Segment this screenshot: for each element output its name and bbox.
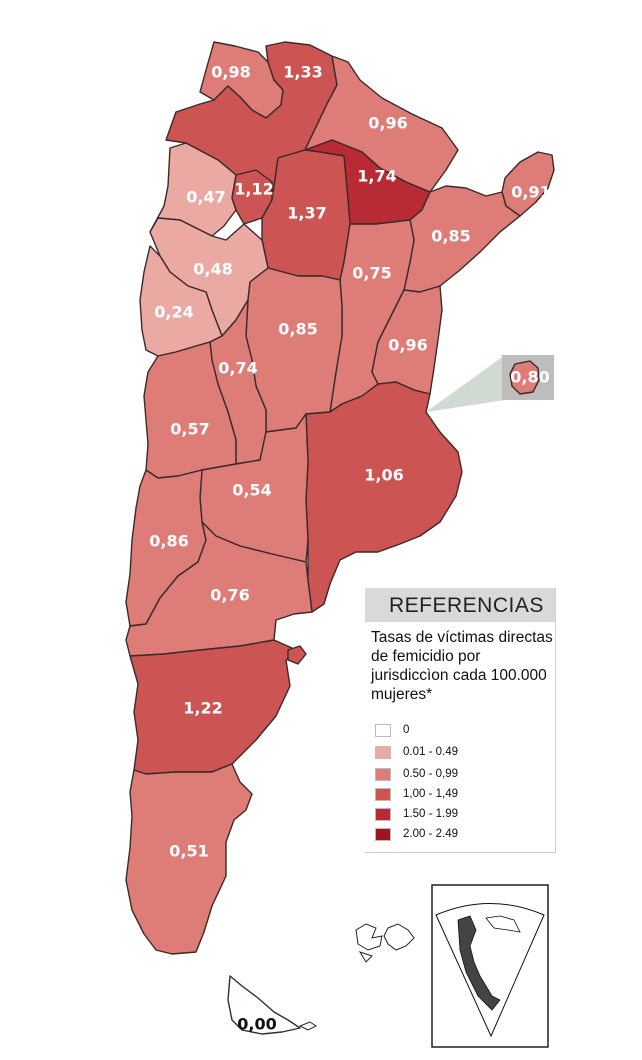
rate-label-tierra-del-fuego: 0,00 [237,1015,276,1034]
rate-label-catamarca: 0,47 [186,188,225,207]
legend-class-label: 0.01 - 0.49 [403,746,458,758]
rate-label-cordoba: 0,85 [278,320,317,339]
legend-class-2: 0.50 - 0,99 [375,766,458,782]
rate-label-chubut: 1,22 [183,699,222,718]
legend-class-label: 1,00 - 1,49 [403,788,458,800]
province-chubut-peninsula[interactable] [287,645,307,665]
legend-class-0: 0 [375,722,409,738]
province-chubut[interactable] [129,639,299,775]
legend-swatch [375,767,391,781]
rate-label-formosa: 0,96 [368,114,407,133]
rate-label-entre-rios: 0,96 [388,336,427,355]
legend-title: REFERENCIAS [365,588,555,622]
rate-label-jujuy: 0,98 [211,63,250,82]
legend-swatch [375,745,391,759]
legend-swatch [375,787,391,801]
legend-description: Tasas de víctimas directas de femicidio … [371,629,553,703]
province-santa-cruz[interactable] [125,763,253,955]
legend-swatch [375,827,391,841]
legend-class-label: 0 [403,724,410,736]
legend-class-3: 1,00 - 1,49 [375,786,458,802]
rate-label-santa-fe: 0,75 [352,264,391,283]
legend-class-4: 1.50 - 1.99 [375,806,458,822]
legend-swatch [375,807,391,821]
rate-label-santiago-del-estero: 1,37 [287,204,326,223]
rate-label-misiones: 0,91 [511,183,550,202]
rate-label-tucuman: 1,12 [234,180,273,199]
rate-label-la-rioja: 0,48 [193,260,232,279]
rate-label-neuquen: 0,86 [149,532,188,551]
province-caba-inset[interactable] [509,360,540,395]
legend-class-5: 2.00 - 2.49 [375,826,458,842]
province-tierra-del-fuego[interactable] [227,975,301,1035]
antarctic-sector-inset [431,884,549,1048]
rate-label-caba: 0,80 [510,368,549,387]
legend-class-label: 1.50 - 1.99 [403,808,458,820]
rate-label-salta: 1,33 [283,63,322,82]
legend-class-label: 2.00 - 2.49 [403,828,458,840]
legend-swatch [375,723,391,737]
rate-label-corrientes: 0,85 [431,227,470,246]
isla-de-los-estados [298,1021,317,1031]
map-legend: REFERENCIAS Tasas de víctimas directas d… [365,588,556,853]
legend-class-label: 0.50 - 0,99 [403,768,458,780]
legend-class-1: 0.01 - 0.49 [375,744,458,760]
rate-label-santa-cruz: 0,51 [169,842,208,861]
rate-label-san-luis: 0,74 [218,359,257,378]
caba-callout-wedge [426,355,505,412]
rate-label-la-pampa: 0,54 [232,481,271,500]
rate-label-san-juan: 0,24 [154,303,193,322]
rate-label-buenos-aires: 1,06 [364,466,403,485]
province-buenos-aires[interactable] [305,381,463,613]
rate-label-chaco: 1,74 [357,167,396,186]
province-entre-rios[interactable] [371,285,443,395]
malvinas-islands [355,923,415,963]
rate-label-mendoza: 0,57 [170,420,209,439]
rate-label-rio-negro: 0,76 [210,586,249,605]
